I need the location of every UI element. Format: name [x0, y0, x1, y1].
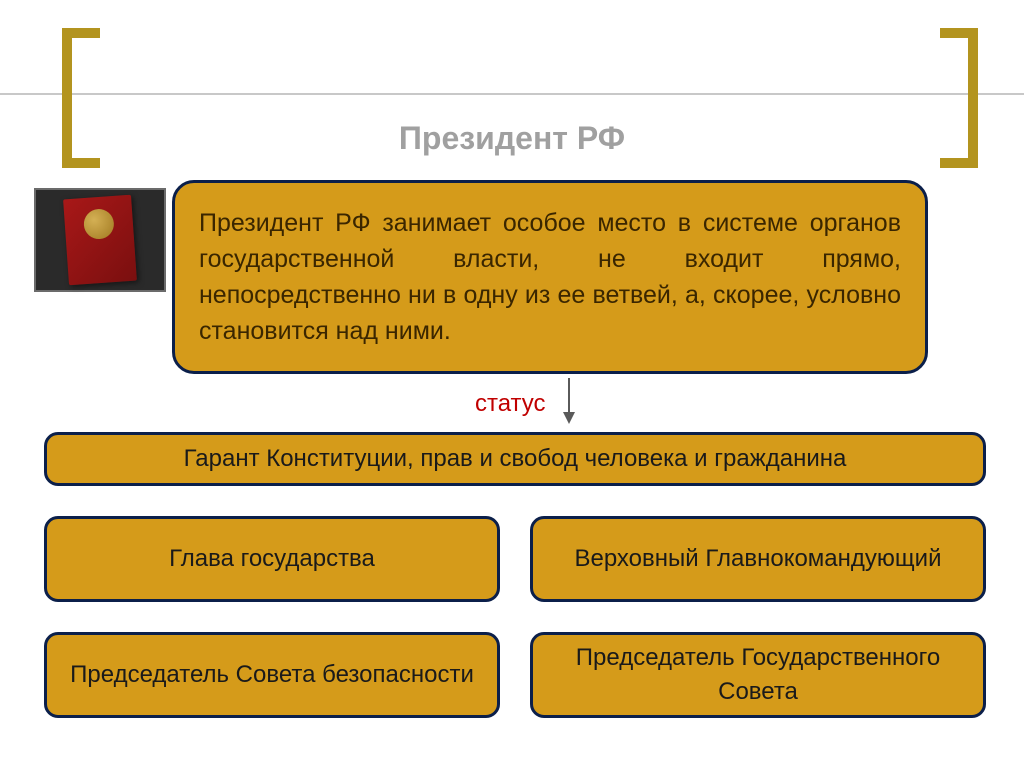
main-description-box: Президент РФ занимает особое место в сис… [172, 180, 928, 374]
arrow-down-icon [568, 378, 570, 422]
slide-title: Президент РФ [0, 120, 1024, 157]
box-security-council: Председатель Совета безопасности [44, 632, 500, 718]
box-guarantor: Гарант Конституции, прав и свобод челове… [44, 432, 986, 486]
box-commander: Верховный Главнокомандующий [530, 516, 986, 602]
book-icon [63, 195, 137, 286]
constitution-photo [34, 188, 166, 292]
status-label: статус [475, 390, 546, 418]
box-state-council: Председатель Государственного Совета [530, 632, 986, 718]
divider-line [0, 93, 1024, 95]
box-head-of-state: Глава государства [44, 516, 500, 602]
main-description-text: Президент РФ занимает особое место в сис… [199, 205, 901, 350]
